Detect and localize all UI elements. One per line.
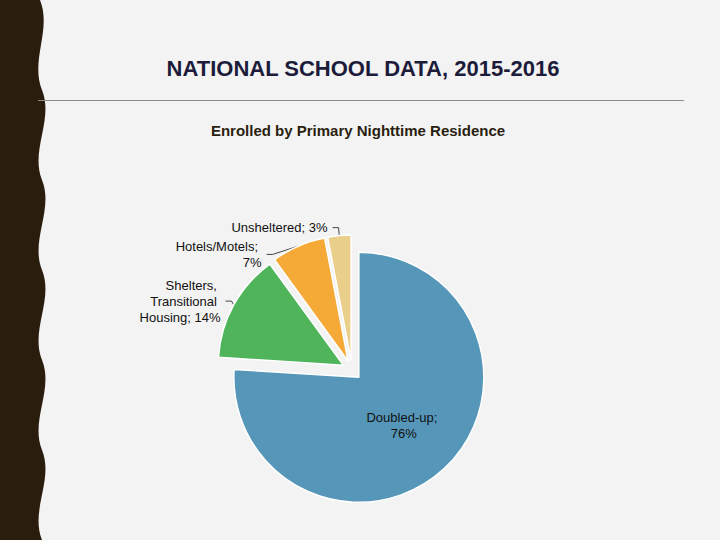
- svg-text:Unsheltered; 3%: Unsheltered; 3%: [231, 220, 328, 235]
- svg-text:Enrolled by Primary Nighttime: Enrolled by Primary Nighttime Residence: [211, 122, 505, 139]
- svg-text:Shelters,: Shelters,: [166, 278, 221, 293]
- svg-text:Transitional: Transitional: [150, 294, 220, 309]
- svg-text:7%: 7%: [243, 255, 262, 270]
- svg-text:Housing; 14%: Housing; 14%: [140, 310, 221, 325]
- svg-text:Hotels/Motels;: Hotels/Motels;: [176, 239, 262, 254]
- svg-text:76%: 76%: [391, 426, 417, 441]
- svg-text:Doubled-up;: Doubled-up;: [366, 410, 440, 425]
- svg-text:NATIONAL SCHOOL DATA, 2015-201: NATIONAL SCHOOL DATA, 2015-2016: [167, 56, 560, 81]
